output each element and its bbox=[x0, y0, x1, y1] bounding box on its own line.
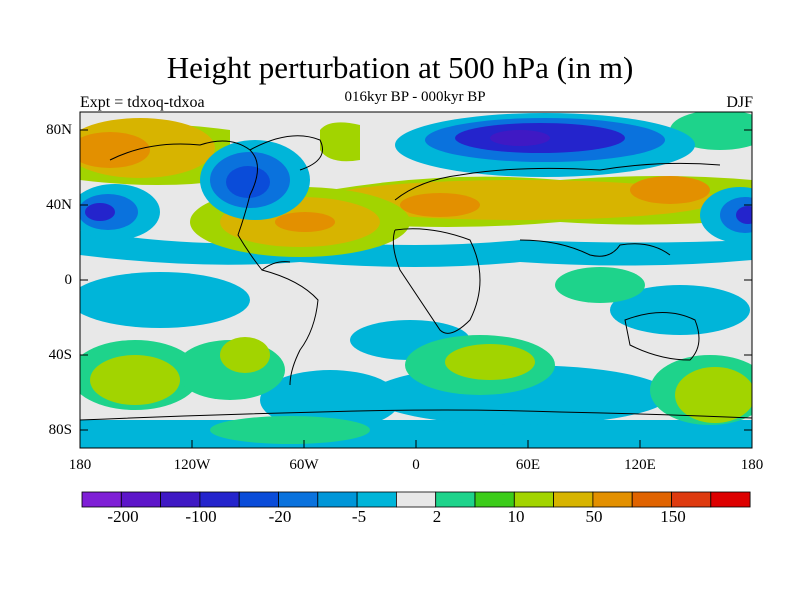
colorbar-label: 10 bbox=[507, 507, 525, 526]
colorbar-swatch bbox=[710, 491, 751, 508]
colorbar-label: 150 bbox=[660, 507, 686, 526]
x-tick-label: 120W bbox=[173, 457, 211, 473]
colorbar-swatch bbox=[356, 491, 397, 508]
colorbar-swatch bbox=[120, 491, 162, 508]
colorbar-swatch bbox=[395, 491, 437, 508]
colorbar-swatch bbox=[513, 491, 554, 508]
colorbar-swatch bbox=[81, 491, 122, 508]
coastlines bbox=[80, 135, 752, 421]
colorbar-swatch bbox=[238, 491, 279, 508]
y-tick-label: 0 bbox=[64, 272, 73, 288]
season-label: DJF bbox=[726, 94, 753, 111]
colorbar-swatch bbox=[278, 491, 319, 508]
x-tick-label: 180 bbox=[740, 457, 764, 473]
axis-ticks bbox=[79, 129, 753, 448]
colorbar-label: -20 bbox=[268, 507, 292, 526]
colorbar-swatch bbox=[474, 491, 515, 508]
colorbar-label: -5 bbox=[351, 507, 367, 526]
colorbar-swatch bbox=[317, 491, 358, 508]
y-tick-label: 80S bbox=[48, 422, 72, 438]
colorbar-swatch bbox=[160, 491, 201, 508]
x-tick-label: 60E bbox=[515, 457, 541, 473]
map-subtitle: 016kyr BP - 000kyr BP bbox=[344, 89, 486, 105]
y-tick-label: 40S bbox=[48, 347, 72, 363]
y-tick-label: 40N bbox=[46, 197, 72, 213]
colorbar-swatch bbox=[199, 491, 240, 508]
colorbar-label: -200 bbox=[107, 507, 139, 526]
colorbar-label: 50 bbox=[585, 507, 603, 526]
colorbar-swatch bbox=[592, 491, 633, 508]
x-tick-label: 60W bbox=[289, 457, 319, 473]
colorbar-swatch bbox=[671, 491, 712, 508]
colorbar-label: -100 bbox=[185, 507, 217, 526]
colorbar bbox=[81, 491, 751, 508]
x-tick-label: 120E bbox=[624, 457, 656, 473]
colorbar-swatch bbox=[553, 491, 594, 508]
x-tick-label: 180 bbox=[68, 457, 92, 473]
colorbar-label: 2 bbox=[432, 507, 442, 526]
y-tick-label: 80N bbox=[46, 122, 72, 138]
colorbar-swatch bbox=[435, 491, 476, 508]
colorbar-swatch bbox=[631, 491, 672, 508]
experiment-label: Expt = tdxoq-tdxoa bbox=[80, 94, 205, 111]
map-title: Height perturbation at 500 hPa (in m) bbox=[166, 50, 634, 85]
x-tick-label: 0 bbox=[412, 457, 420, 473]
height-perturbation-field bbox=[80, 112, 752, 448]
